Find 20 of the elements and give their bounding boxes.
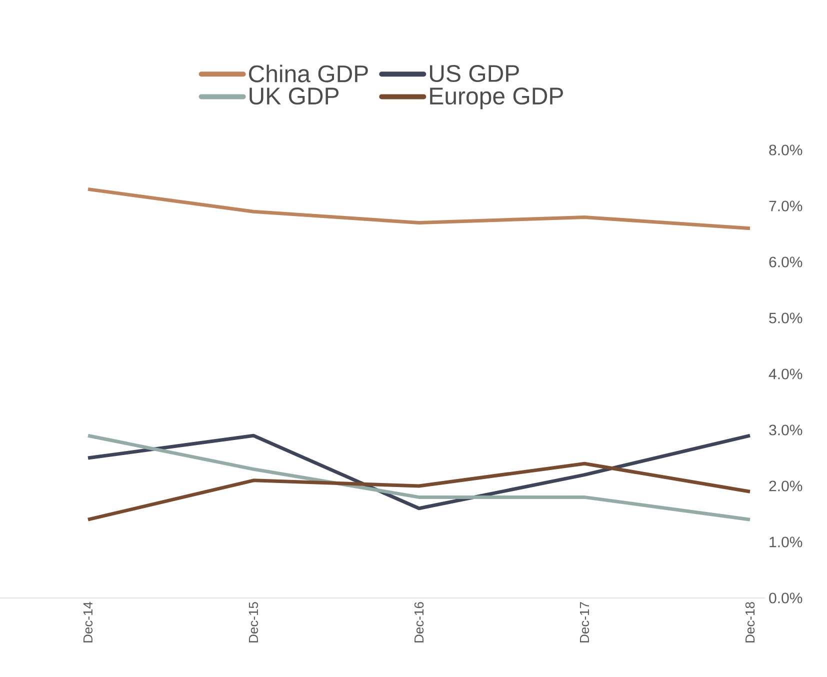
x-tick-label: Dec-18 [745,602,755,642]
y-tick-label: 7.0% [769,200,802,212]
legend-label: US GDP [430,65,519,82]
legend-label: UK GDP [250,88,339,105]
y-tick-label: 2.0% [769,480,802,492]
y-tick-label: 0.0% [769,592,802,604]
y-tick-label: 8.0% [769,144,802,156]
y-tick-label: 3.0% [769,424,802,436]
x-tick-label: Dec-16 [414,602,424,642]
y-tick-label: 1.0% [770,536,802,548]
legend-label: China GDP [249,64,368,82]
x-tick-label: Dec-15 [248,602,258,642]
x-tick-label: Dec-17 [580,602,590,642]
line-series [86,462,752,522]
y-tick-label: 5.0% [769,312,802,324]
x-tick-label: Dec-14 [83,602,93,642]
line-series [86,187,752,230]
y-tick-label: 6.0% [769,256,802,268]
legend-label: Europe GDP [430,88,563,110]
y-tick-label: 4.0% [768,368,802,380]
